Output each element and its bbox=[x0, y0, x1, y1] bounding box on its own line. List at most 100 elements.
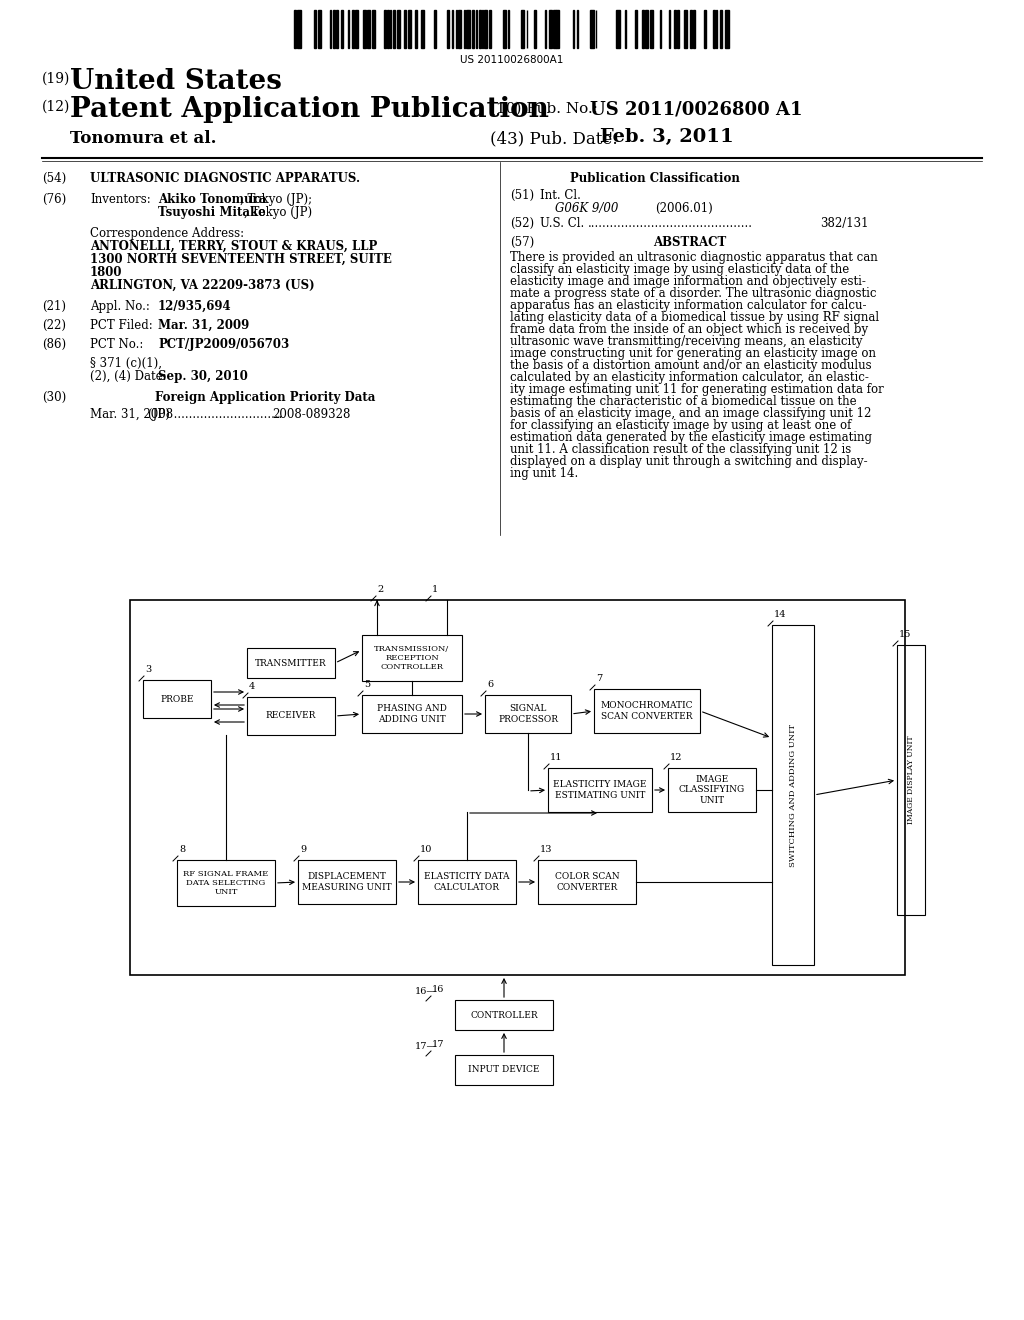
Bar bbox=[177, 861, 275, 906]
Text: MONOCHROMATIC
SCAN CONVERTER: MONOCHROMATIC SCAN CONVERTER bbox=[601, 701, 693, 721]
Text: SWITCHING AND ADDING UNIT: SWITCHING AND ADDING UNIT bbox=[790, 723, 797, 866]
Text: 5: 5 bbox=[364, 680, 370, 689]
Bar bbox=[362, 635, 462, 681]
Text: image constructing unit for generating an elasticity image on: image constructing unit for generating a… bbox=[510, 347, 876, 360]
Text: (43) Pub. Date:: (43) Pub. Date: bbox=[490, 129, 617, 147]
Bar bbox=[594, 689, 700, 733]
Bar bbox=[298, 861, 396, 904]
Text: Foreign Application Priority Data: Foreign Application Priority Data bbox=[155, 391, 376, 404]
Text: (10) Pub. No.:: (10) Pub. No.: bbox=[490, 102, 598, 116]
Bar bbox=[408, 11, 411, 48]
Text: 11: 11 bbox=[550, 752, 562, 762]
Bar bbox=[488, 11, 490, 48]
Text: Tsuyoshi Mitake: Tsuyoshi Mitake bbox=[158, 206, 266, 219]
Text: (51): (51) bbox=[510, 189, 535, 202]
Text: (57): (57) bbox=[510, 236, 535, 249]
Bar bbox=[472, 11, 474, 48]
Text: United States: United States bbox=[70, 69, 282, 95]
Bar bbox=[348, 11, 349, 48]
Text: 14: 14 bbox=[774, 610, 786, 619]
Text: Inventors:: Inventors: bbox=[90, 193, 151, 206]
Bar bbox=[479, 11, 480, 48]
Bar bbox=[660, 11, 662, 48]
Text: ing unit 14.: ing unit 14. bbox=[510, 467, 579, 480]
Text: unit 11. A classification result of the classifying unit 12 is: unit 11. A classification result of the … bbox=[510, 444, 851, 455]
Text: 8: 8 bbox=[179, 845, 185, 854]
Text: estimating the characteristic of a biomedical tissue on the: estimating the characteristic of a biome… bbox=[510, 395, 857, 408]
Text: (12): (12) bbox=[42, 100, 71, 114]
Text: There is provided an ultrasonic diagnostic apparatus that can: There is provided an ultrasonic diagnost… bbox=[510, 251, 878, 264]
Bar bbox=[466, 11, 468, 48]
Text: (76): (76) bbox=[42, 193, 67, 206]
Text: mate a progress state of a disorder. The ultrasonic diagnostic: mate a progress state of a disorder. The… bbox=[510, 286, 877, 300]
Bar bbox=[645, 11, 648, 48]
Text: G06K 9/00: G06K 9/00 bbox=[555, 202, 618, 215]
Bar bbox=[384, 11, 386, 48]
Text: estimation data generated by the elasticity image estimating: estimation data generated by the elastic… bbox=[510, 432, 872, 444]
Bar bbox=[313, 11, 315, 48]
Bar bbox=[668, 768, 756, 812]
Text: ELASTICITY DATA
CALCULATOR: ELASTICITY DATA CALCULATOR bbox=[424, 873, 510, 892]
Text: CONTROLLER: CONTROLLER bbox=[470, 1011, 538, 1019]
Text: 17: 17 bbox=[432, 1040, 444, 1049]
Bar bbox=[590, 11, 594, 48]
Text: ............................................: ........................................… bbox=[588, 216, 753, 230]
Bar bbox=[434, 11, 435, 48]
Text: PCT/JP2009/056703: PCT/JP2009/056703 bbox=[158, 338, 289, 351]
Text: 6: 6 bbox=[487, 680, 494, 689]
Text: Correspondence Address:: Correspondence Address: bbox=[90, 227, 244, 240]
Bar bbox=[677, 11, 679, 48]
Bar bbox=[247, 648, 335, 678]
Text: 2: 2 bbox=[377, 585, 383, 594]
Bar bbox=[897, 645, 925, 915]
Bar bbox=[390, 11, 391, 48]
Text: ARLINGTON, VA 22209-3873 (US): ARLINGTON, VA 22209-3873 (US) bbox=[90, 279, 314, 292]
Text: Mar. 31, 2009: Mar. 31, 2009 bbox=[158, 319, 249, 333]
Text: (86): (86) bbox=[42, 338, 67, 351]
Text: 10: 10 bbox=[420, 845, 432, 854]
Text: (2), (4) Date:: (2), (4) Date: bbox=[90, 370, 167, 383]
Bar bbox=[535, 11, 537, 48]
Bar bbox=[387, 11, 389, 48]
Bar bbox=[418, 861, 516, 904]
Bar bbox=[415, 11, 417, 48]
Bar bbox=[331, 11, 332, 48]
Bar bbox=[368, 11, 370, 48]
Bar bbox=[372, 11, 375, 48]
Bar bbox=[336, 11, 338, 48]
Text: Patent Application Publication: Patent Application Publication bbox=[70, 96, 549, 123]
Text: 16—: 16— bbox=[415, 987, 437, 997]
Text: TRANSMISSION/
RECEPTION
CONTROLLER: TRANSMISSION/ RECEPTION CONTROLLER bbox=[375, 644, 450, 671]
Text: RF SIGNAL FRAME
DATA SELECTING
UNIT: RF SIGNAL FRAME DATA SELECTING UNIT bbox=[183, 870, 268, 896]
Bar bbox=[446, 11, 449, 48]
Text: the basis of a distortion amount and/or an elasticity modulus: the basis of a distortion amount and/or … bbox=[510, 359, 871, 372]
Bar bbox=[455, 1055, 553, 1085]
Bar bbox=[577, 11, 578, 48]
Text: 9: 9 bbox=[300, 845, 306, 854]
Bar bbox=[421, 11, 424, 48]
Bar bbox=[143, 680, 211, 718]
Bar bbox=[392, 11, 395, 48]
Text: , Tokyo (JP);: , Tokyo (JP); bbox=[240, 193, 312, 206]
Text: ity image estimating unit 11 for generating estimation data for: ity image estimating unit 11 for generat… bbox=[510, 383, 884, 396]
Bar bbox=[720, 11, 722, 48]
Text: ANTONELLI, TERRY, STOUT & KRAUS, LLP: ANTONELLI, TERRY, STOUT & KRAUS, LLP bbox=[90, 240, 377, 253]
Bar bbox=[364, 11, 366, 48]
Text: Feb. 3, 2011: Feb. 3, 2011 bbox=[600, 128, 734, 147]
Text: COLOR SCAN
CONVERTER: COLOR SCAN CONVERTER bbox=[555, 873, 620, 892]
Text: (2006.01): (2006.01) bbox=[655, 202, 713, 215]
Bar bbox=[725, 11, 728, 48]
Text: DISPLACEMENT
MEASURING UNIT: DISPLACEMENT MEASURING UNIT bbox=[302, 873, 392, 892]
Text: INPUT DEVICE: INPUT DEVICE bbox=[468, 1065, 540, 1074]
Text: Publication Classification: Publication Classification bbox=[570, 172, 740, 185]
Text: frame data from the inside of an object which is received by: frame data from the inside of an object … bbox=[510, 323, 868, 337]
Text: (52): (52) bbox=[510, 216, 535, 230]
Text: (19): (19) bbox=[42, 73, 71, 86]
Text: 1800: 1800 bbox=[90, 267, 123, 279]
Text: 3: 3 bbox=[145, 665, 152, 675]
Text: PROBE: PROBE bbox=[160, 694, 194, 704]
Bar bbox=[503, 11, 506, 48]
Bar bbox=[317, 11, 321, 48]
Bar bbox=[690, 11, 692, 48]
Bar bbox=[247, 697, 335, 735]
